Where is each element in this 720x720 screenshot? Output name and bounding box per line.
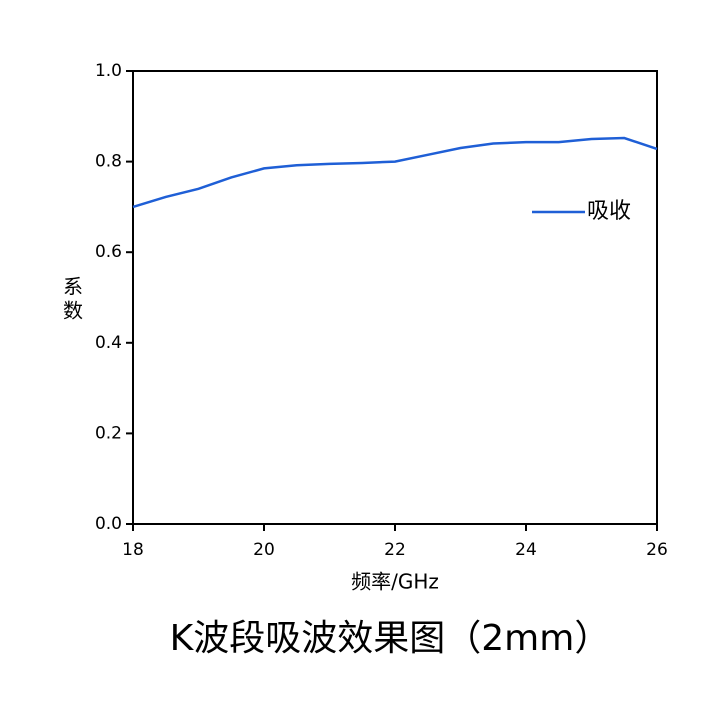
data-line (132, 136, 658, 209)
y-axis-label: 系数 (60, 276, 84, 324)
y-tick-label: 1.0 (95, 61, 122, 81)
x-tick-label: 22 (384, 540, 406, 560)
y-tick-label: 0.4 (95, 333, 122, 353)
y-tick-label: 0.2 (95, 423, 122, 443)
x-tick-label: 20 (253, 540, 275, 560)
chart-title: K波段吸波效果图（2mm） (170, 618, 611, 659)
y-tick-label: 0.8 (95, 152, 122, 172)
x-tick-label: 26 (646, 540, 668, 560)
plot-frame (132, 70, 658, 525)
legend-text: 吸收 (587, 199, 631, 224)
y-tick-label: 0.0 (95, 514, 122, 534)
y-tick-label: 0.6 (95, 242, 122, 262)
x-tick-label: 24 (515, 540, 537, 560)
x-axis-label: 频率/GHz (351, 570, 439, 594)
x-tick-label: 18 (122, 540, 144, 560)
